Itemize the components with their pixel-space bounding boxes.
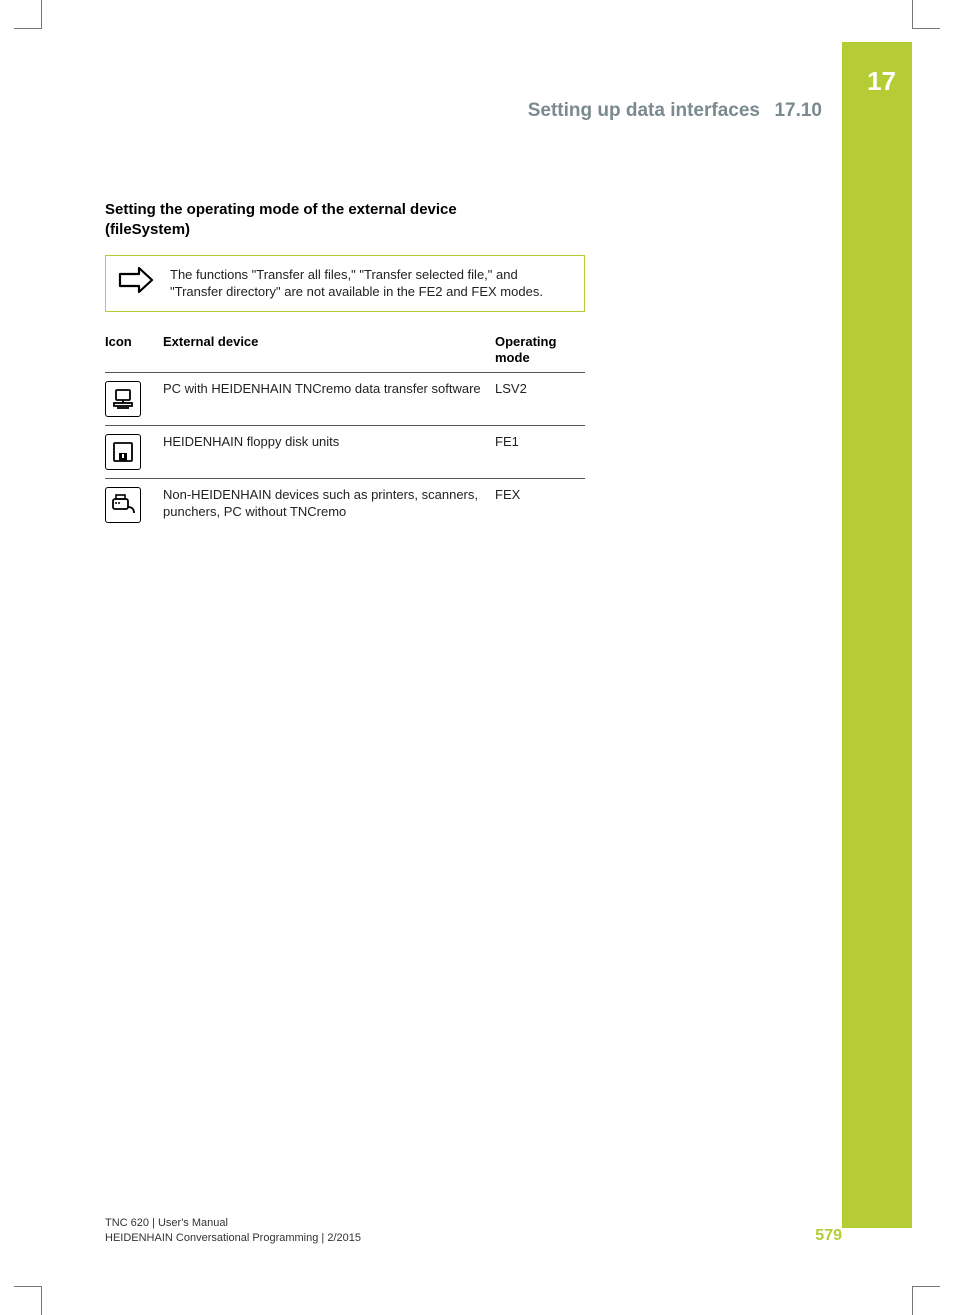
table-row: HEIDENHAIN floppy disk units FE1	[105, 426, 585, 479]
section-number: 17.10	[774, 100, 822, 121]
device-table: Icon External device Operating mode	[105, 328, 585, 532]
crop-mark	[912, 0, 913, 28]
footer-line1: TNC 620 | User's Manual	[105, 1217, 228, 1229]
footer-left: TNC 620 | User's Manual HEIDENHAIN Conve…	[105, 1216, 361, 1245]
cell-mode: FEX	[495, 479, 585, 532]
crop-mark	[912, 1287, 913, 1315]
heading-line2: (fileSystem)	[105, 221, 190, 238]
note-text: The functions "Transfer all files," "Tra…	[170, 266, 572, 301]
th-mode-l1: Operating	[495, 334, 556, 349]
printer-icon	[105, 487, 141, 523]
crop-mark	[41, 1287, 42, 1315]
section-title: Setting up data interfaces	[528, 100, 760, 121]
floppy-icon	[105, 434, 141, 470]
pc-icon	[105, 381, 141, 417]
cell-mode: LSV2	[495, 373, 585, 426]
table-row: PC with HEIDENHAIN TNCremo data transfer…	[105, 373, 585, 426]
th-mode-l2: mode	[495, 350, 530, 365]
cell-device: PC with HEIDENHAIN TNCremo data transfer…	[163, 373, 495, 426]
th-mode: Operating mode	[495, 328, 585, 373]
th-icon: Icon	[105, 328, 163, 373]
page-header: Setting up data interfaces 17.10	[42, 100, 842, 140]
cell-icon	[105, 479, 163, 532]
crop-mark	[912, 1286, 940, 1287]
page-footer: TNC 620 | User's Manual HEIDENHAIN Conve…	[105, 1216, 842, 1245]
side-tab: 17	[842, 42, 912, 1228]
content-heading: Setting the operating mode of the extern…	[105, 200, 585, 241]
cell-icon	[105, 373, 163, 426]
note-box: The functions "Transfer all files," "Tra…	[105, 255, 585, 312]
table-header-row: Icon External device Operating mode	[105, 328, 585, 373]
cell-icon	[105, 426, 163, 479]
chapter-number: 17	[867, 66, 896, 97]
th-device: External device	[163, 328, 495, 373]
page: 17 Setting up data interfaces 17.10 Sett…	[0, 0, 954, 1315]
cell-device: Non-HEIDENHAIN devices such as printers,…	[163, 479, 495, 532]
crop-mark	[14, 1286, 42, 1287]
cell-mode: FE1	[495, 426, 585, 479]
arrow-right-icon	[116, 266, 156, 294]
page-number: 579	[815, 1227, 842, 1245]
crop-mark	[41, 0, 42, 28]
crop-mark	[14, 28, 42, 29]
table-row: Non-HEIDENHAIN devices such as printers,…	[105, 479, 585, 532]
heading-line1: Setting the operating mode of the extern…	[105, 201, 457, 218]
footer-line2: HEIDENHAIN Conversational Programming | …	[105, 1232, 361, 1244]
content-area: Setting the operating mode of the extern…	[105, 200, 585, 531]
cell-device: HEIDENHAIN floppy disk units	[163, 426, 495, 479]
crop-mark	[912, 28, 940, 29]
